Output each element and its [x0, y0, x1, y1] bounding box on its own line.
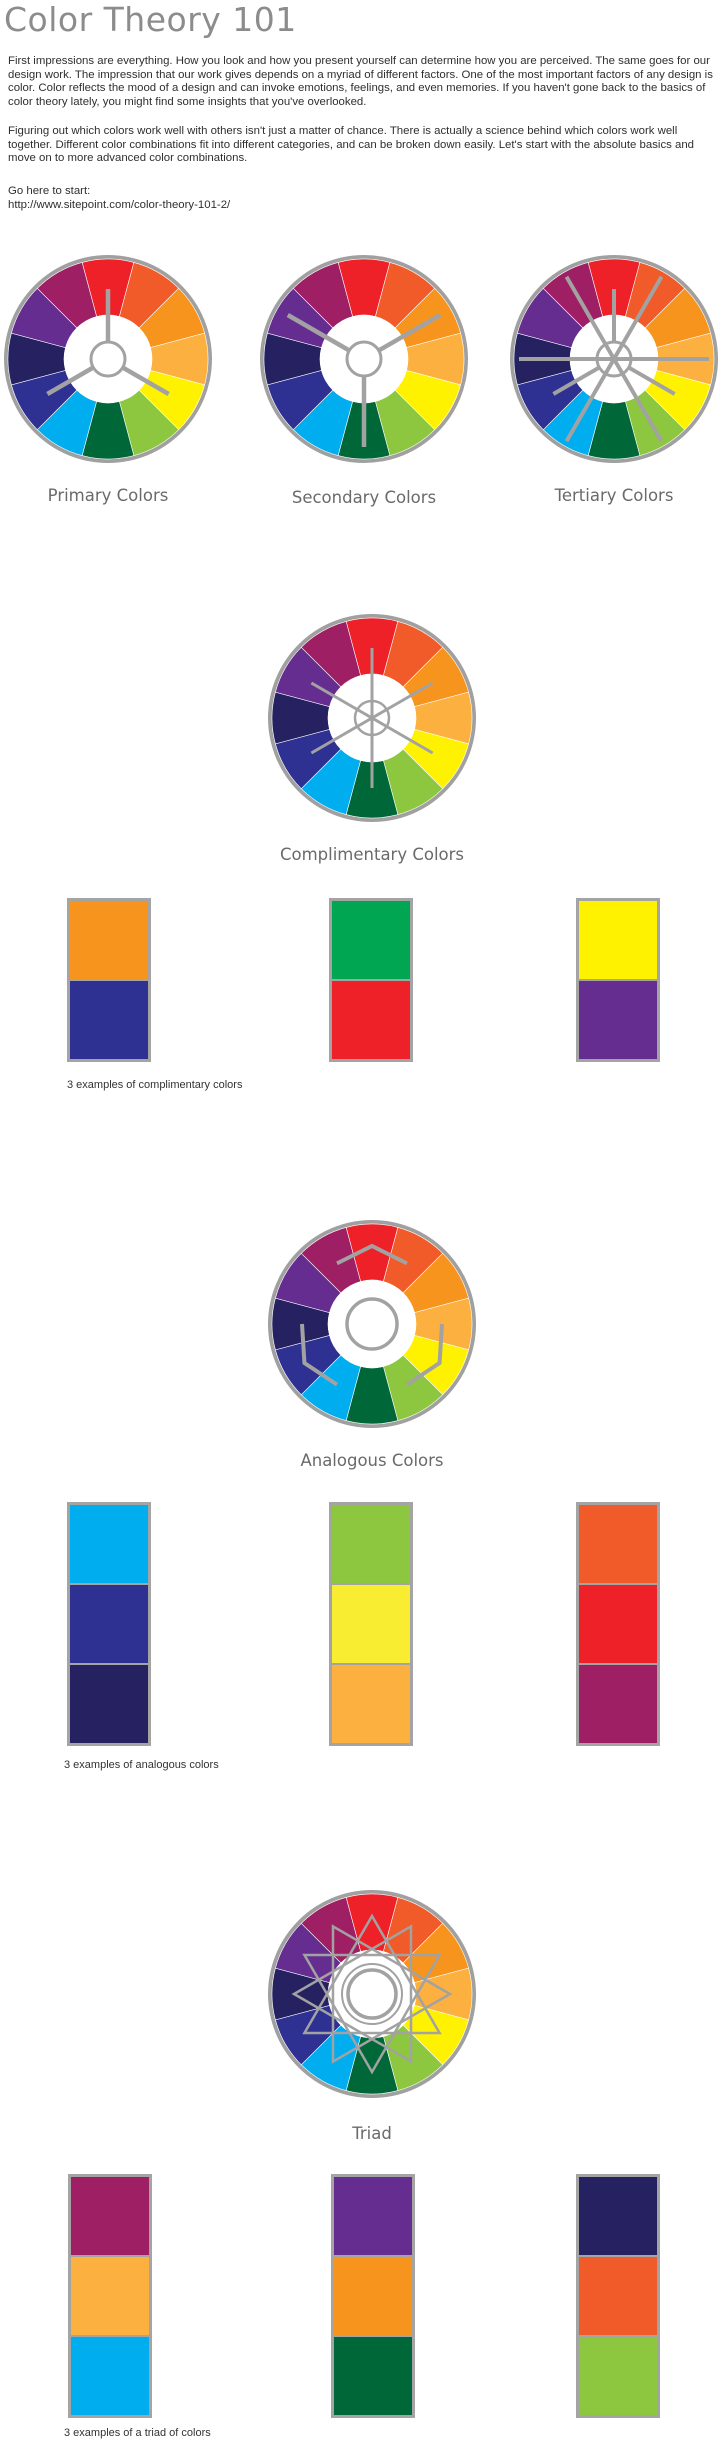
start-label: Go here to start: [8, 185, 91, 197]
secondary-color-wheel [260, 255, 468, 463]
overlay-triangle [302, 1913, 442, 2035]
wheel-segment [300, 1897, 361, 1964]
overlay-ring [345, 1297, 399, 1351]
page-title: Color Theory 101 [4, 0, 297, 39]
color-swatch [71, 2255, 149, 2335]
wheel-center [64, 315, 152, 403]
wheel-center [328, 1950, 416, 2038]
overlay-ring [346, 1968, 398, 2020]
complementary-example-3 [576, 898, 660, 1062]
overlay-spoke [310, 716, 373, 755]
color-swatch [332, 1583, 410, 1663]
color-swatch [71, 2177, 149, 2255]
triad-example-3 [576, 2174, 660, 2418]
overlay-spoke [371, 716, 434, 755]
analogous-color-wheel [268, 1220, 476, 1428]
triad-label: Triad [352, 2124, 392, 2143]
color-swatch [332, 979, 410, 1059]
analogous-example-3 [576, 1502, 660, 1746]
overlay-spoke [377, 313, 442, 353]
analogous-example-2 [329, 1502, 413, 1746]
color-swatch [332, 1505, 410, 1583]
overlay-spoke [564, 275, 664, 443]
start-url[interactable]: http://www.sitepoint.com/color-theory-10… [8, 199, 231, 211]
color-swatch [332, 901, 410, 979]
overlay-spoke [627, 365, 676, 396]
analogous-example-1 [67, 1502, 151, 1746]
triad-example-1 [68, 2174, 152, 2418]
complementary-color-wheel [268, 614, 476, 822]
overlay-triangle [291, 1924, 413, 2064]
color-swatch [334, 2255, 412, 2335]
color-swatch [579, 901, 657, 979]
overlay-spoke [552, 365, 601, 396]
color-swatch [579, 1663, 657, 1743]
overlay-spoke [310, 681, 373, 720]
overlay-ring [341, 1963, 403, 2025]
color-swatch [70, 1663, 148, 1743]
primary-color-wheel [4, 255, 212, 463]
triad-caption: 3 examples of a triad of colors [64, 2427, 211, 2439]
color-swatch [70, 1583, 148, 1663]
color-swatch [579, 2177, 657, 2255]
analogous-caption: 3 examples of analogous colors [64, 1759, 219, 1771]
overlay-spoke [121, 365, 170, 396]
color-swatch [70, 1505, 148, 1583]
color-swatch [579, 1505, 657, 1583]
analogous-colors-label: Analogous Colors [300, 1451, 444, 1470]
overlay-triangle [302, 1953, 442, 2075]
triad-color-wheel [268, 1890, 476, 2098]
tertiary-color-wheel [510, 255, 718, 463]
color-swatch [71, 2335, 149, 2415]
triad-example-2 [331, 2174, 415, 2418]
color-swatch [579, 2335, 657, 2415]
color-swatch [579, 2255, 657, 2335]
overlay-chevron [405, 1323, 444, 1387]
color-swatch [332, 1663, 410, 1743]
color-swatch [579, 979, 657, 1059]
overlay-chevron [336, 1243, 408, 1266]
complementary-caption: 3 examples of complimentary colors [67, 1079, 243, 1091]
color-swatch [334, 2177, 412, 2255]
wheel-center [328, 1280, 416, 1368]
wheel-segment [292, 262, 353, 329]
complementary-example-2 [329, 898, 413, 1062]
wheel-segment [300, 1227, 361, 1294]
intro-paragraph-2: Figuring out which colors work well with… [8, 125, 695, 164]
overlay-spoke [371, 681, 434, 720]
overlay-chevron [300, 1323, 339, 1387]
complementary-example-1 [67, 898, 151, 1062]
wheel-center [320, 315, 408, 403]
color-swatch [334, 2335, 412, 2415]
primary-colors-label: Primary Colors [47, 486, 169, 505]
complementary-colors-label: Complimentary Colors [279, 845, 465, 864]
secondary-colors-label: Secondary Colors [291, 488, 437, 507]
color-swatch [579, 1583, 657, 1663]
overlay-triangle [331, 1924, 453, 2064]
color-swatch [70, 901, 148, 979]
tertiary-colors-label: Tertiary Colors [554, 486, 674, 505]
color-swatch [70, 979, 148, 1059]
overlay-spoke [46, 365, 95, 396]
intro-paragraph-1: First impressions are everything. How yo… [8, 55, 713, 108]
overlay-spoke [286, 313, 351, 353]
